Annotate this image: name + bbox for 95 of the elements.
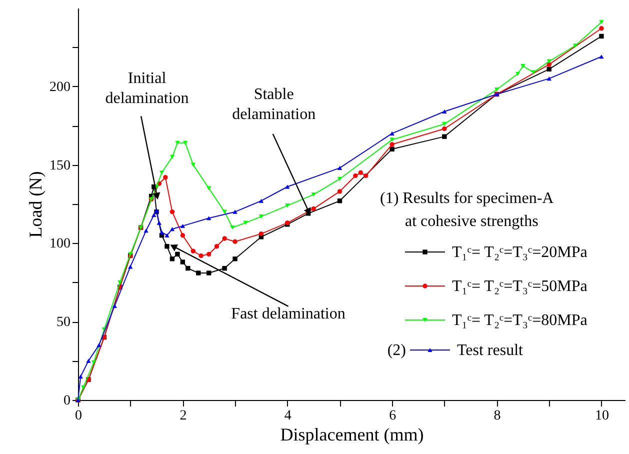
point [170,227,175,232]
point [118,280,122,284]
legend-label: T₁ᶜ= T₂ᶜ=T₃ᶜ=20MPa [452,244,588,261]
y-tick-label: 100 [50,236,70,252]
point [222,236,227,241]
y-tick-label: 150 [50,158,70,174]
point [206,252,212,257]
legend-label: T₁ᶜ= T₂ᶜ=T₃ᶜ=50MPa [452,278,588,295]
x-tick-label: 6 [389,408,396,424]
x-axis-title: Displacement (mm) [280,424,424,444]
point [175,252,180,257]
point [442,109,447,114]
x-tick-label: 0 [75,408,82,424]
point [258,231,264,236]
point [599,26,604,31]
point [353,173,358,178]
point [180,224,186,228]
x-tick-label: 2 [180,408,187,424]
point [337,189,342,194]
y-tick-label: 200 [50,80,70,95]
point [442,126,447,132]
point [190,248,196,254]
y-tick-label: 0 [64,394,70,408]
point [515,72,520,76]
point [214,244,220,249]
point [599,20,604,24]
point [442,122,447,126]
point [144,228,148,233]
point [572,44,578,48]
point [96,343,102,348]
point [163,175,168,180]
point [80,385,86,390]
point [175,140,180,145]
point [390,146,394,152]
point [196,270,201,276]
point [128,264,133,269]
point [170,256,175,262]
point [311,206,316,212]
point [78,374,83,379]
point [232,210,238,214]
point [232,256,238,262]
point [206,216,212,220]
point [230,225,235,230]
point [86,358,91,363]
annotation: Initial delamination [105,70,189,108]
point [546,76,552,81]
point [222,266,227,271]
x-tick-label: 8 [494,408,501,424]
point [390,142,394,147]
y-tick-label: 50 [56,315,70,330]
point [390,131,394,136]
legend-label: Test result [457,342,524,359]
point [182,140,188,145]
point [311,192,316,197]
annotation: Fast delamination [231,305,346,322]
point [546,62,552,67]
point [520,64,526,68]
point [152,212,156,218]
point [180,233,186,238]
point [170,154,175,159]
point [494,88,500,92]
annotation: Stable delamination [232,86,316,123]
point [442,134,447,139]
x-tick-label: 10 [594,408,609,424]
point [258,198,264,203]
point [337,198,342,204]
point [232,239,238,244]
point [159,170,164,175]
point [337,176,342,181]
point [206,270,212,276]
point [337,166,342,170]
point [170,210,175,214]
y-axis-title: Load (N) [26,171,46,238]
point [156,220,162,225]
x-tick-label: 4 [284,408,292,424]
point [164,244,170,249]
point [390,138,394,142]
point [546,66,552,72]
legend-title: (1) Results for specimen-A at cohesive strengths [380,190,554,230]
point [599,34,604,39]
point [285,204,290,208]
point [112,304,117,308]
point [164,233,170,238]
annotation: (2) [387,342,406,359]
point [599,54,604,59]
legend-label: T₁ᶜ= T₂ᶜ=T₃ᶜ=80MPa [452,312,588,329]
point [364,173,368,178]
point [159,230,164,234]
point [358,170,364,175]
point [180,260,186,264]
point [198,253,204,258]
point [258,214,264,219]
point [91,360,96,364]
point [285,184,290,189]
point [186,266,190,271]
